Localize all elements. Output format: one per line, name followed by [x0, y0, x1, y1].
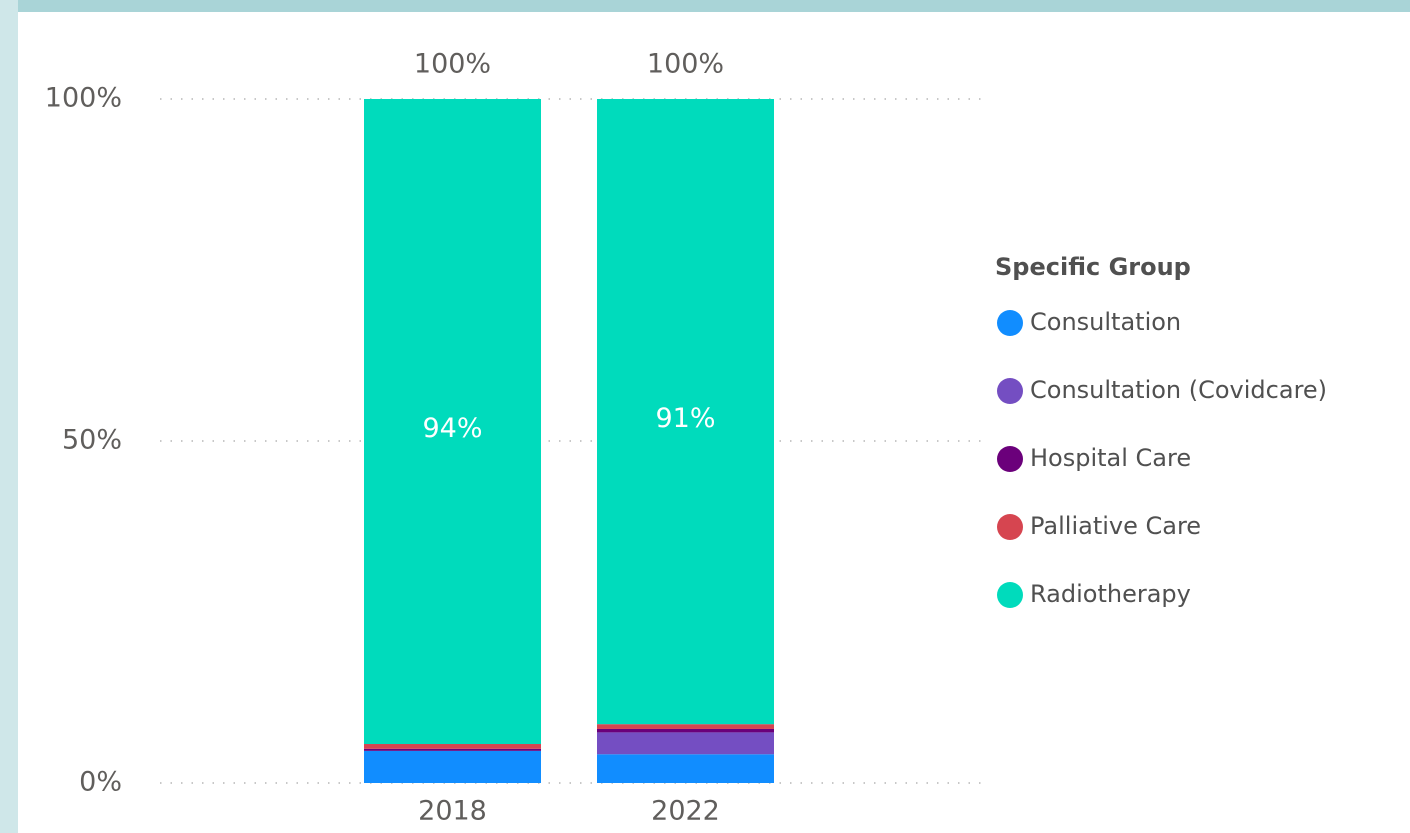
bar-segment	[597, 754, 774, 783]
bar-segment	[364, 744, 541, 749]
bar-segment	[364, 748, 541, 751]
legend-marker	[997, 582, 1023, 608]
legend-title: Specific Group	[995, 253, 1191, 281]
x-tick-label: 2018	[418, 796, 487, 827]
legend-label: Palliative Care	[1030, 512, 1201, 540]
legend-label: Hospital Care	[1030, 444, 1191, 472]
y-tick-label: 0%	[79, 767, 122, 798]
bar-segment	[597, 732, 774, 755]
y-tick-label: 100%	[45, 83, 122, 114]
legend-label: Radiotherapy	[1030, 580, 1191, 608]
data-label: 91%	[655, 403, 715, 434]
total-label: 100%	[647, 49, 724, 80]
total-label: 100%	[414, 49, 491, 80]
x-tick-label: 2022	[651, 796, 720, 827]
legend-label: Consultation	[1030, 308, 1181, 336]
legend-marker	[997, 514, 1023, 540]
bar-segment	[364, 99, 541, 745]
data-label: 94%	[422, 413, 482, 444]
top-band	[0, 0, 1410, 12]
bar-segment	[364, 750, 541, 783]
legend-label: Consultation (Covidcare)	[1030, 376, 1327, 404]
left-band	[0, 0, 18, 833]
legend-marker	[997, 310, 1023, 336]
legend-marker	[997, 446, 1023, 472]
bar-segment	[597, 99, 774, 725]
bar-segment	[597, 724, 774, 729]
legend-marker	[997, 378, 1023, 404]
bar-segment	[597, 728, 774, 733]
y-tick-label: 50%	[62, 425, 122, 456]
